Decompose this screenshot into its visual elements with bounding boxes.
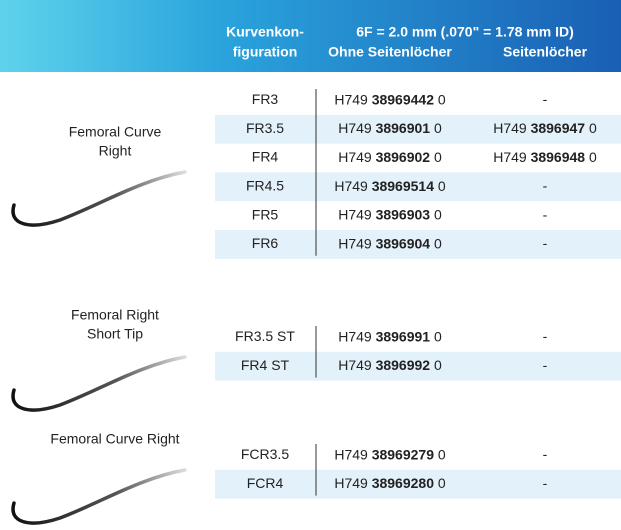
- code-suffix: 0: [434, 149, 442, 165]
- cell-text: FR3: [252, 91, 279, 107]
- group-label: Femoral Right: [71, 307, 159, 323]
- code-suffix: 0: [434, 357, 442, 373]
- cell-text: FR4.5: [246, 178, 284, 194]
- code-suffix: 0: [434, 120, 442, 136]
- code-number: 3896904: [376, 235, 431, 251]
- code-suffix: 0: [438, 91, 446, 107]
- code-number: 3896903: [376, 206, 431, 222]
- curve-icon: [11, 468, 187, 525]
- code-prefix: H749: [338, 120, 372, 136]
- curve-icon: [11, 170, 187, 227]
- code-number: 3896901: [376, 120, 431, 136]
- group-label: Femoral Curve Right: [50, 431, 179, 447]
- cell-text: FCR4: [247, 475, 284, 491]
- header-text: 6F = 2.0 mm (.070" = 1.78 mm ID): [356, 24, 574, 40]
- code-prefix: H749: [338, 235, 372, 251]
- code: H749 38969280 0: [334, 475, 446, 491]
- cell-text: FR3.5 ST: [235, 328, 295, 344]
- code-number: 3896991: [376, 328, 431, 344]
- header-text: Ohne Seitenlöcher: [328, 44, 452, 60]
- cell-text: FR4: [252, 149, 279, 165]
- code-number: 38969442: [372, 91, 435, 107]
- code-prefix: H749: [338, 328, 372, 344]
- cell-text: FR3.5: [246, 120, 284, 136]
- code: H749 38969442 0: [334, 91, 446, 107]
- cell-text: FCR3.5: [241, 446, 289, 462]
- cell-text: -: [543, 235, 548, 251]
- code-suffix: 0: [434, 328, 442, 344]
- code-prefix: H749: [493, 149, 527, 165]
- code: H749 3896992 0: [338, 357, 442, 373]
- code-prefix: H749: [334, 178, 368, 194]
- group-label: Right: [99, 143, 132, 159]
- cell-text: -: [543, 475, 548, 491]
- header-text: Seitenlöcher: [503, 44, 588, 60]
- code: H749 38969279 0: [334, 446, 446, 462]
- group-label: Femoral Curve: [69, 124, 162, 140]
- cell-text: FR4 ST: [241, 357, 290, 373]
- row-shade: [215, 172, 621, 202]
- code: H749 3896947 0: [493, 120, 597, 136]
- code: H749 3896904 0: [338, 235, 442, 251]
- cell-text: -: [543, 357, 548, 373]
- code-number: 3896948: [531, 149, 586, 165]
- code: H749 3896903 0: [338, 206, 442, 222]
- code-suffix: 0: [438, 475, 446, 491]
- code-number: 3896902: [376, 149, 431, 165]
- code-number: 3896992: [376, 357, 431, 373]
- code-prefix: H749: [338, 357, 372, 373]
- row-shade: [215, 230, 621, 259]
- code: H749 3896991 0: [338, 328, 442, 344]
- cell-text: -: [543, 206, 548, 222]
- cell-text: FR5: [252, 206, 279, 222]
- cell-text: -: [543, 328, 548, 344]
- row-shade: [215, 114, 621, 144]
- code-suffix: 0: [589, 149, 597, 165]
- curve-icon: [11, 355, 187, 412]
- code-number: 38969279: [372, 446, 435, 462]
- header-text: Kurvenkon-: [226, 24, 304, 40]
- code-number: 3896947: [531, 120, 586, 136]
- code-suffix: 0: [438, 446, 446, 462]
- header-band: [0, 0, 621, 72]
- code: H749 3896902 0: [338, 149, 442, 165]
- row-shade: [215, 469, 621, 499]
- code: H749 38969514 0: [334, 178, 446, 194]
- code: H749 3896901 0: [338, 120, 442, 136]
- code-number: 38969280: [372, 475, 435, 491]
- cell-text: -: [543, 91, 548, 107]
- header-text: figuration: [233, 44, 298, 60]
- code-suffix: 0: [434, 206, 442, 222]
- code-suffix: 0: [589, 120, 597, 136]
- cell-text: FR6: [252, 235, 279, 251]
- code-prefix: H749: [493, 120, 527, 136]
- code-prefix: H749: [338, 149, 372, 165]
- code-prefix: H749: [334, 91, 368, 107]
- group-label: Short Tip: [87, 326, 143, 342]
- cell-text: -: [543, 446, 548, 462]
- cell-text: -: [543, 178, 548, 194]
- code-prefix: H749: [338, 206, 372, 222]
- row-shade: [215, 351, 621, 381]
- code-suffix: 0: [438, 178, 446, 194]
- code: H749 3896948 0: [493, 149, 597, 165]
- code-prefix: H749: [334, 446, 368, 462]
- code-number: 38969514: [372, 178, 435, 194]
- code-suffix: 0: [434, 235, 442, 251]
- code-prefix: H749: [334, 475, 368, 491]
